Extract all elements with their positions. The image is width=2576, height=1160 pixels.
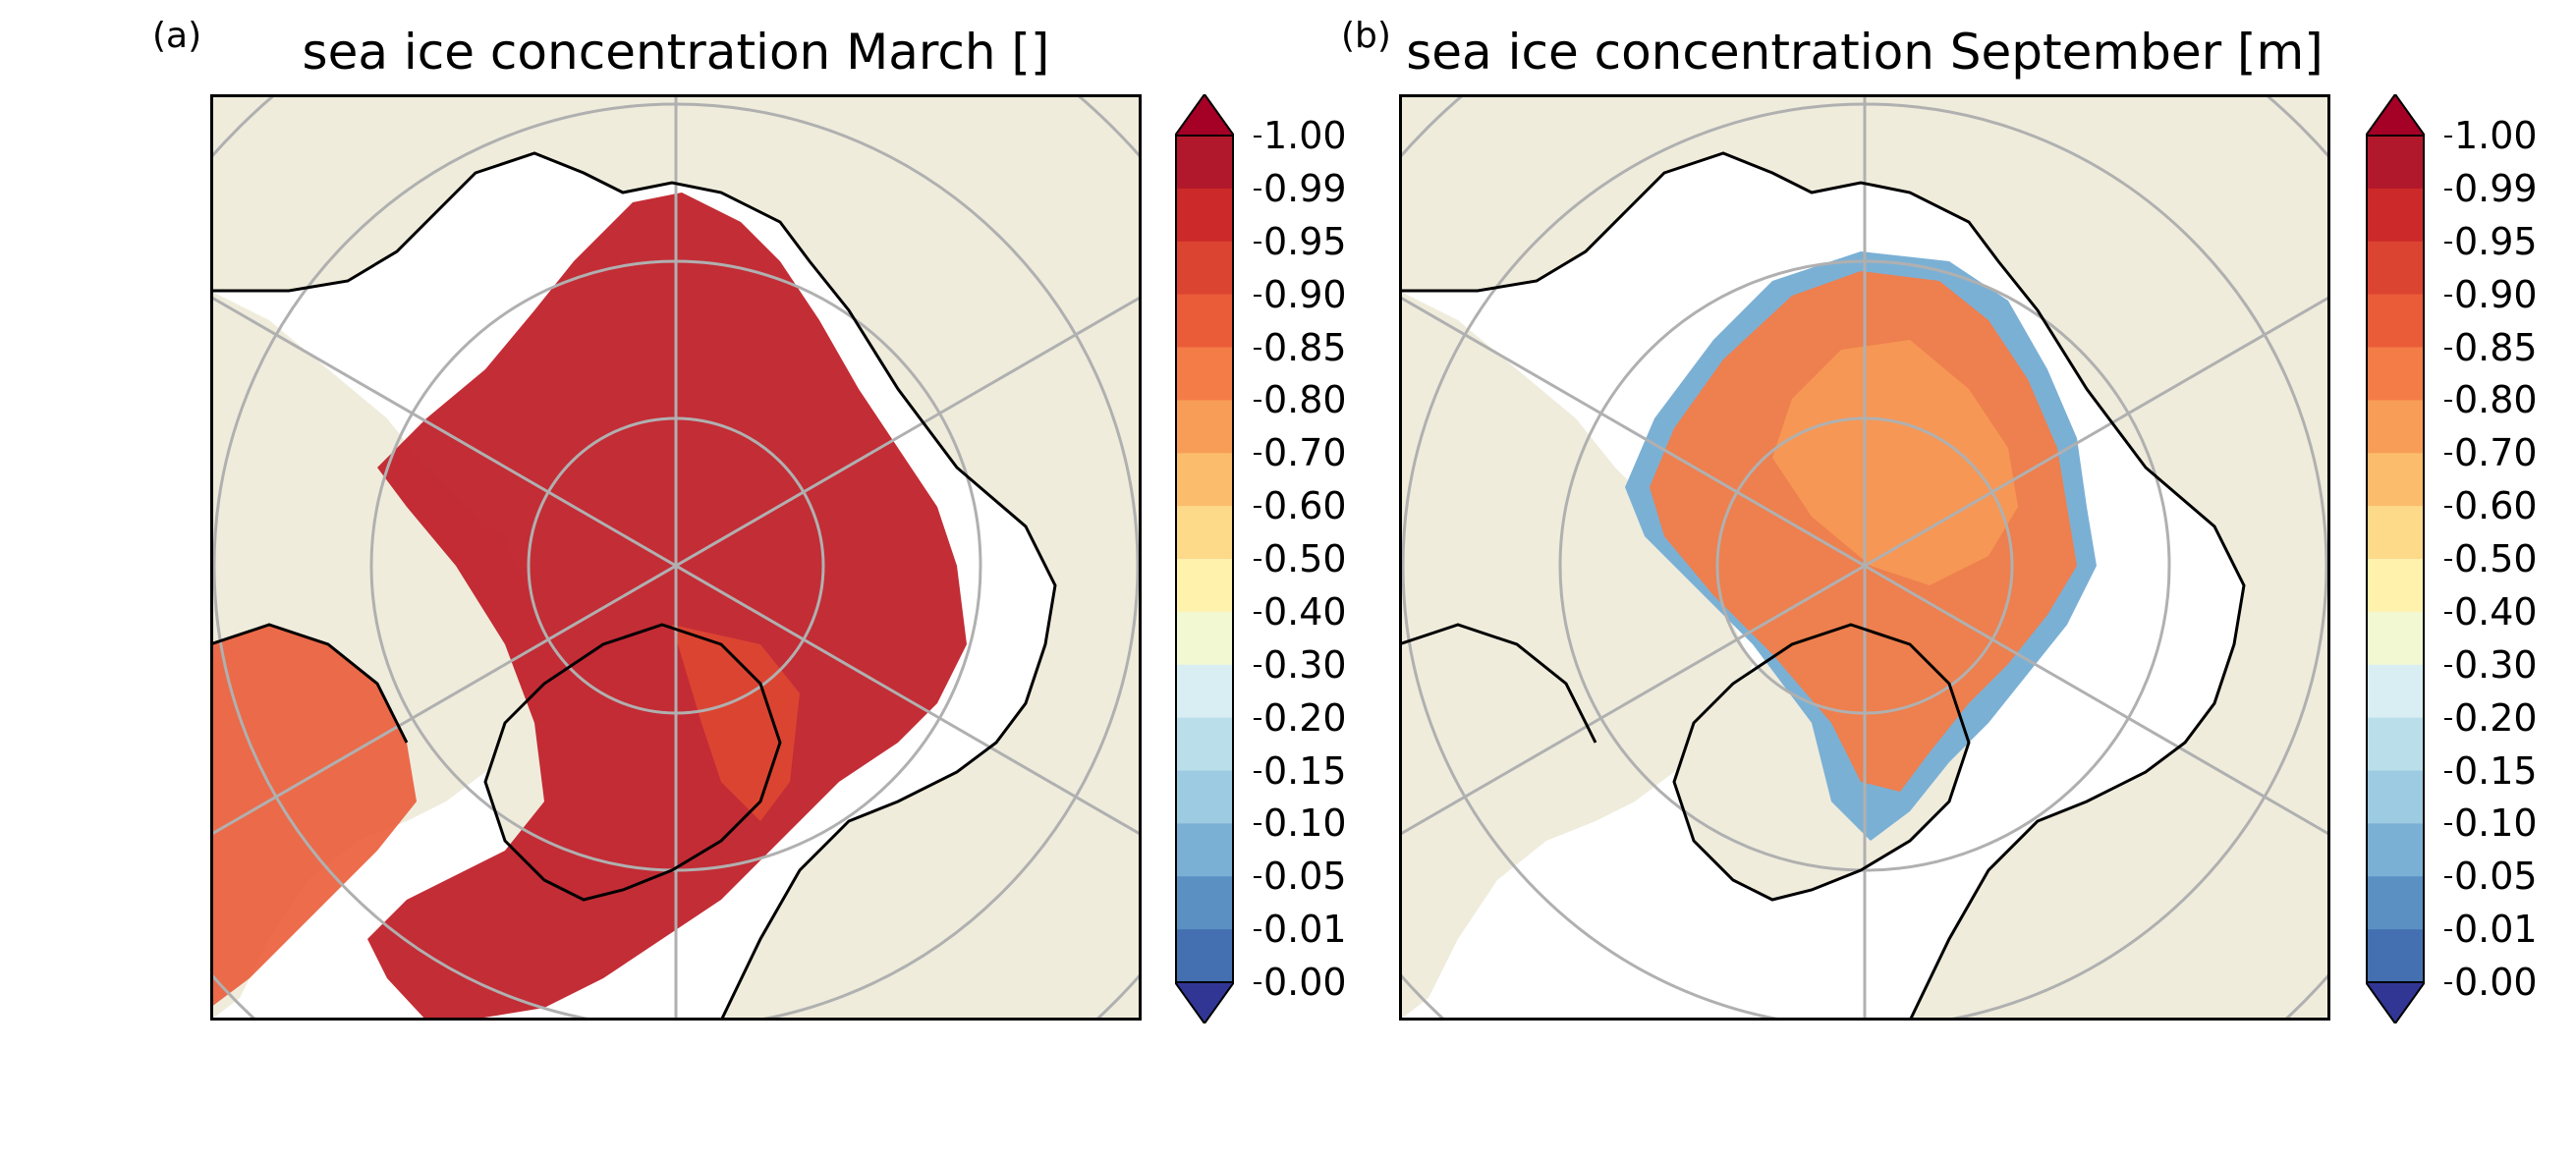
colorbar-tick-label: 0.01: [2444, 908, 2538, 952]
colorbar-segment: [2366, 506, 2425, 560]
colorbar-segment: [1175, 347, 1234, 401]
colorbar-segment: [1175, 506, 1234, 560]
colorbar-tick-label: 1.00: [2444, 114, 2538, 157]
colorbar-segment: [2366, 559, 2425, 613]
sea-ice-september-pack: [1772, 340, 2018, 585]
colorbar-segment: [1175, 559, 1234, 613]
colorbar-segment: [1175, 294, 1234, 348]
graticule: [1399, 94, 2330, 1021]
colorbar-tick-label: 0.15: [1254, 748, 1347, 793]
colorbar-tick-label: 0.05: [1254, 855, 1347, 899]
colorbar-tick-label: 0.40: [1254, 589, 1347, 634]
colorbar-tick-label: 0.70: [1254, 431, 1347, 475]
colorbar-segment: [2366, 453, 2425, 507]
colorbar-tick-label: 0.10: [1254, 801, 1347, 846]
sea-ice-march-edge: [210, 625, 417, 1008]
colorbar-tick-label: 0.85: [1254, 325, 1347, 369]
colorbar-tick-label: 0.90: [1254, 272, 1347, 316]
colorbar-tick-label: 0.50: [1254, 537, 1347, 580]
colorbar-frame: [2366, 135, 2425, 983]
colorbar-tick-label: 0.80: [2444, 378, 2538, 422]
colorbar-tick-label: 0.85: [2444, 325, 2538, 369]
colorbar-tick-label: 0.70: [2444, 431, 2538, 475]
colorbar-segment: [2366, 664, 2425, 719]
colorbar-tick-label: 0.10: [2444, 801, 2538, 846]
map-september: [1399, 94, 2330, 1021]
colorbar-a: [1173, 92, 1236, 1025]
colorbar-segment: [2366, 241, 2425, 296]
colorbar-extend-min: [2364, 981, 2427, 1025]
colorbar-segment: [2366, 823, 2425, 877]
colorbar-segment: [2366, 188, 2425, 243]
panel-b-label: (b): [1341, 16, 1391, 56]
colorbar-segment: [2366, 876, 2425, 930]
colorbar-segment: [2366, 347, 2425, 401]
panel-a-title: sea ice concentration March []: [302, 24, 1050, 81]
colorbar-tick-label: 1.00: [1254, 114, 1347, 157]
land-eurasia: [1399, 94, 2330, 1021]
colorbar-segment: [1175, 717, 1234, 771]
graticule: [210, 94, 1142, 1021]
colorbar-b: [2364, 92, 2427, 1025]
land-north-america: [1399, 291, 1753, 1021]
colorbar-b-ticks: 1.00 0.99 0.95 0.90 0.85 0.80 0.70 0.60 0.50 0.40…: [2444, 94, 2576, 1023]
colorbar-tick-label: 0.15: [2444, 748, 2538, 793]
colorbar-segment: [1175, 929, 1234, 983]
colorbar-tick-label: 0.30: [1254, 642, 1347, 687]
colorbar-tick-label: 0.20: [2444, 695, 2538, 740]
colorbar-tick-label: 0.05: [2444, 855, 2538, 899]
colorbar-segment: [1175, 400, 1234, 454]
colorbar-segment: [2366, 611, 2425, 666]
map-march: [210, 94, 1142, 1021]
colorbar-tick-label: 0.99: [2444, 166, 2538, 210]
colorbar-segment: [1175, 664, 1234, 719]
coastlines: [1399, 151, 2246, 1021]
colorbar-tick-label: 0.00: [1254, 961, 1347, 1004]
colorbar-segment: [2366, 136, 2425, 190]
colorbar-tick-label: 0.30: [2444, 642, 2538, 687]
colorbar-tick-label: 0.95: [1254, 219, 1347, 263]
colorbar-frame: [1175, 135, 1234, 983]
colorbar-segment: [2366, 770, 2425, 824]
panel-a-label: (a): [152, 16, 202, 56]
colorbar-extend-max: [1173, 92, 1236, 137]
colorbar-extend-max: [2364, 92, 2427, 137]
colorbar-tick-label: 0.00: [2444, 961, 2538, 1004]
colorbar-tick-label: 0.99: [1254, 166, 1347, 210]
colorbar-tick-label: 0.01: [1254, 908, 1347, 952]
land-eurasia: [210, 94, 1142, 1021]
colorbar-tick-label: 0.60: [1254, 484, 1347, 528]
colorbar-segment: [1175, 770, 1234, 824]
colorbar-segment: [2366, 294, 2425, 348]
colorbar-segment: [2366, 717, 2425, 771]
colorbar-segment: [1175, 823, 1234, 877]
colorbar-segment: [1175, 453, 1234, 507]
colorbar-segment: [2366, 400, 2425, 454]
colorbar-segment: [1175, 188, 1234, 243]
colorbar-tick-label: 0.90: [2444, 272, 2538, 316]
colorbar-segment: [1175, 611, 1234, 666]
coastlines: [210, 151, 1057, 1021]
colorbar-tick-label: 0.20: [1254, 695, 1347, 740]
colorbar-tick-label: 0.50: [2444, 537, 2538, 580]
sea-ice-march: [367, 193, 967, 1021]
colorbar-segment: [1175, 876, 1234, 930]
colorbar-a-ticks: 1.00 0.99 0.95 0.90 0.85 0.80 0.70 0.60 0.50 0.40…: [1254, 94, 1401, 1023]
sea-ice-march-baffin: [672, 625, 800, 821]
colorbar-tick-label: 0.60: [2444, 484, 2538, 528]
colorbar-extend-min: [1173, 981, 1236, 1025]
colorbar-segment: [1175, 136, 1234, 190]
colorbar-segment: [2366, 929, 2425, 983]
colorbar-tick-label: 0.95: [2444, 219, 2538, 263]
colorbar-segment: [1175, 241, 1234, 296]
colorbar-tick-label: 0.40: [2444, 589, 2538, 634]
panel-b-title: sea ice concentration September [m]: [1406, 24, 2324, 81]
colorbar-tick-label: 0.80: [1254, 378, 1347, 422]
